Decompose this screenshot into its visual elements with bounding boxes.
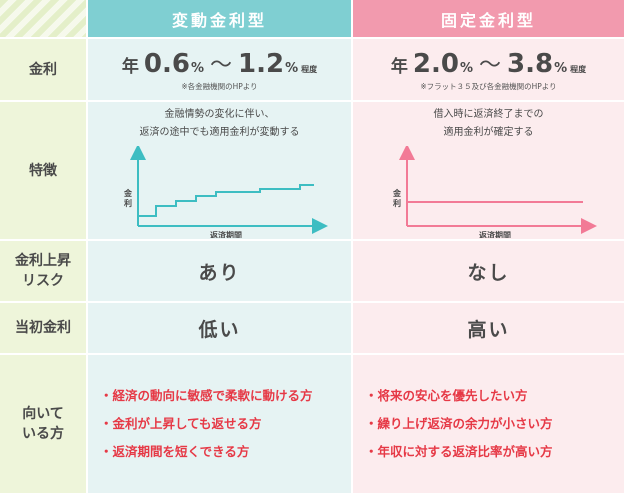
graph-ylabel: 金 (392, 188, 402, 198)
label-line: 向いて (22, 406, 64, 422)
row-label-risk: 金利上昇 リスク (0, 241, 86, 301)
variable-suited-cell: ・経済の動向に敏感で柔軟に動ける方 ・金利が上昇しても返せる方 ・返済期間を短く… (88, 355, 351, 493)
rate-max: 1.2 (238, 49, 285, 79)
suited-item: ・年収に対する返済比率が高い方 (365, 444, 553, 459)
row-label-rate: 金利 (0, 39, 86, 100)
fixed-rate-graph: 金 利 返済期間 (392, 145, 597, 238)
header-variable-rate: 変動金利型 (88, 0, 351, 37)
range-tilde: ～ (478, 53, 501, 78)
fixed-initial-cell: 高い (353, 303, 624, 353)
variable-initial-cell: 低い (88, 303, 351, 353)
label-line: いる方 (22, 426, 64, 442)
fixed-rate-cell: 年 2.0 % ～ 3.8 % 程度 ※フラット３５及び各金融機関のHPより (353, 39, 624, 100)
label-line: リスク (22, 273, 64, 289)
variable-risk-cell: あり (88, 241, 351, 301)
range-tilde: ～ (209, 53, 232, 78)
rate-max: 3.8 (507, 49, 554, 79)
rate-prefix: 年 (390, 57, 408, 77)
suited-item: ・経済の動向に敏感で柔軟に動ける方 (100, 388, 313, 403)
graph-ylabel: 利 (123, 198, 132, 208)
percent-sign: % (459, 61, 473, 76)
header-corner (0, 0, 86, 37)
suited-item: ・将来の安心を優先したい方 (365, 388, 528, 403)
suited-item: ・金利が上昇しても返せる方 (100, 416, 262, 431)
fixed-risk-cell: なし (353, 241, 624, 301)
graph-xlabel: 返済期間 (210, 230, 242, 238)
approx-label: 程度 (301, 65, 318, 74)
suited-item: ・返済期間を短くできる方 (100, 444, 250, 459)
variable-rate-note: ※各金融機関のHPより (181, 82, 258, 91)
rate-min: 0.6 (143, 49, 190, 79)
percent-sign: % (285, 61, 299, 76)
suited-item: ・繰り上げ返済の余力が小さい方 (365, 416, 553, 431)
row-label-suited: 向いて いる方 (0, 355, 86, 493)
feature-line: 適用金利が確定する (443, 126, 534, 138)
variable-feature-cell: 金融情勢の変化に伴い、 返済の途中でも適用金利が変動する 金 利 返済期間 (88, 102, 351, 239)
fixed-suited-cell: ・将来の安心を優先したい方 ・繰り上げ返済の余力が小さい方 ・年収に対する返済比… (353, 355, 624, 493)
fixed-initial-value: 高い (467, 318, 510, 341)
row-label-feature: 特徴 (0, 102, 86, 239)
rate-min: 2.0 (412, 49, 459, 79)
graph-xlabel: 返済期間 (479, 230, 511, 238)
graph-ylabel: 利 (392, 198, 401, 208)
fixed-rate-value: 年 2.0 % ～ 3.8 % 程度 (391, 47, 586, 79)
variable-feature-text: 金融情勢の変化に伴い、 返済の途中でも適用金利が変動する (140, 106, 300, 142)
variable-rate-line (137, 183, 314, 217)
label-line: 金利上昇 (15, 253, 71, 269)
approx-label: 程度 (570, 65, 587, 74)
variable-rate-value: 年 0.6 % ～ 1.2 % 程度 (122, 47, 317, 79)
fixed-feature-text: 借入時に返済終了までの 適用金利が確定する (434, 106, 544, 142)
variable-risk-value: あり (198, 261, 241, 284)
fixed-risk-value: なし (467, 261, 510, 284)
fixed-rate-note: ※フラット３５及び各金融機関のHPより (420, 82, 557, 91)
graph-ylabel: 金 (123, 188, 133, 198)
percent-sign: % (190, 61, 204, 76)
feature-line: 借入時に返済終了までの (433, 108, 544, 120)
row-label-initial-rate: 当初金利 (0, 303, 86, 353)
feature-line: 返済の途中でも適用金利が変動する (139, 126, 300, 138)
rate-prefix: 年 (121, 57, 139, 77)
variable-rate-cell: 年 0.6 % ～ 1.2 % 程度 ※各金融機関のHPより (88, 39, 351, 100)
variable-rate-graph: 金 利 返済期間 (123, 145, 328, 238)
variable-initial-value: 低い (198, 318, 241, 341)
header-fixed-rate: 固定金利型 (353, 0, 624, 37)
percent-sign: % (554, 61, 568, 76)
feature-line: 金融情勢の変化に伴い、 (164, 108, 275, 120)
fixed-feature-cell: 借入時に返済終了までの 適用金利が確定する 金 利 返済期間 (353, 102, 624, 239)
